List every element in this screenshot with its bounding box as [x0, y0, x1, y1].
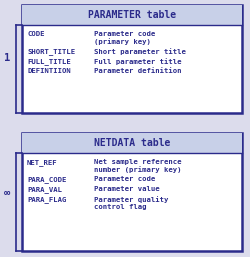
Text: CODE: CODE [27, 31, 44, 37]
Text: 1: 1 [4, 53, 10, 63]
Text: Parameter code
(primary key): Parameter code (primary key) [94, 31, 155, 45]
Bar [22, 133, 242, 251]
Bar [22, 133, 242, 153]
Text: ∞: ∞ [4, 187, 10, 197]
Text: Parameter definition: Parameter definition [94, 68, 182, 74]
Text: PARA_FLAG: PARA_FLAG [27, 196, 66, 203]
Text: Parameter code: Parameter code [94, 176, 155, 182]
Text: DEFINTIION: DEFINTIION [27, 68, 71, 74]
Bar [22, 5, 242, 25]
Bar [22, 5, 242, 113]
Text: PARAMETER table: PARAMETER table [88, 10, 176, 20]
Text: NET_REF: NET_REF [27, 159, 58, 166]
Text: Short parameter title: Short parameter title [94, 48, 186, 55]
Text: Parameter quality
control flag: Parameter quality control flag [94, 196, 168, 210]
Text: SHORT_TITLE: SHORT_TITLE [27, 48, 75, 55]
Text: Net sample reference
number (primary key): Net sample reference number (primary key… [94, 159, 182, 173]
Text: PARA_CODE: PARA_CODE [27, 176, 66, 183]
Text: FULL_TITLE: FULL_TITLE [27, 58, 71, 65]
Text: Parameter value: Parameter value [94, 186, 160, 192]
Text: PARA_VAL: PARA_VAL [27, 186, 62, 193]
Text: Full parameter title: Full parameter title [94, 58, 182, 65]
Text: NETDATA table: NETDATA table [94, 138, 170, 148]
